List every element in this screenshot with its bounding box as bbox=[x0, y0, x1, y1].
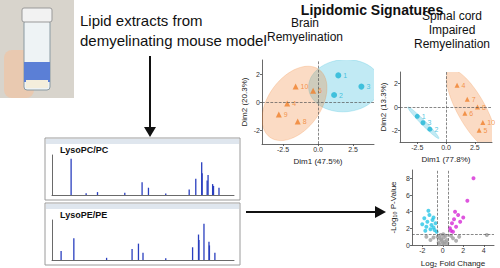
svg-text:4: 4 bbox=[482, 247, 486, 254]
svg-text:LysoPE/PE: LysoPE/PE bbox=[60, 210, 107, 220]
svg-text:Impaired: Impaired bbox=[429, 23, 476, 37]
svg-text:9: 9 bbox=[284, 111, 288, 118]
svg-text:Dim2 (20.3%): Dim2 (20.3%) bbox=[240, 77, 249, 126]
svg-text:-2: -2 bbox=[392, 127, 398, 134]
svg-text:Dim1 (47.5%): Dim1 (47.5%) bbox=[294, 157, 343, 166]
svg-text:Lipid extracts from: Lipid extracts from bbox=[80, 12, 203, 29]
svg-text:Remyelination: Remyelination bbox=[414, 37, 490, 51]
svg-text:2: 2 bbox=[406, 225, 410, 232]
svg-text:3: 3 bbox=[366, 83, 370, 90]
svg-text:8: 8 bbox=[482, 104, 486, 111]
svg-text:1: 1 bbox=[343, 72, 347, 79]
svg-text:0: 0 bbox=[441, 247, 445, 254]
svg-text:2: 2 bbox=[256, 71, 260, 78]
svg-text:0.0: 0.0 bbox=[441, 144, 451, 151]
svg-text:-2.5: -2.5 bbox=[277, 146, 289, 153]
svg-text:8: 8 bbox=[303, 118, 307, 125]
svg-text:2: 2 bbox=[434, 126, 438, 133]
svg-text:3: 3 bbox=[428, 119, 432, 126]
svg-text:LysoPC/PC: LysoPC/PC bbox=[60, 145, 109, 155]
svg-text:4: 4 bbox=[406, 208, 410, 215]
svg-text:-2: -2 bbox=[419, 247, 425, 254]
svg-text:6: 6 bbox=[318, 87, 322, 95]
svg-text:-Log₁₀ P-Value: -Log₁₀ P-Value bbox=[389, 181, 398, 234]
svg-text:2: 2 bbox=[394, 80, 398, 87]
svg-text:6: 6 bbox=[406, 192, 410, 199]
svg-text:8: 8 bbox=[406, 175, 410, 182]
svg-text:2: 2 bbox=[461, 247, 465, 254]
svg-text:1: 1 bbox=[422, 113, 426, 120]
svg-text:0: 0 bbox=[406, 242, 410, 249]
svg-text:Dim2 (13.3%): Dim2 (13.3%) bbox=[379, 82, 388, 131]
svg-text:2.5: 2.5 bbox=[470, 144, 480, 151]
svg-text:6: 6 bbox=[469, 110, 473, 117]
svg-text:0: 0 bbox=[394, 104, 398, 111]
svg-text:2: 2 bbox=[339, 92, 343, 99]
svg-text:0: 0 bbox=[256, 99, 260, 106]
svg-text:demyelinating mouse model: demyelinating mouse model bbox=[80, 32, 267, 49]
svg-text:0.0: 0.0 bbox=[313, 146, 323, 153]
svg-text:4: 4 bbox=[292, 100, 296, 107]
svg-text:7: 7 bbox=[472, 96, 476, 103]
svg-text:-2: -2 bbox=[254, 127, 260, 134]
svg-text:Spinal cord: Spinal cord bbox=[422, 9, 482, 23]
svg-text:-2.5: -2.5 bbox=[411, 144, 423, 151]
svg-text:Lipidomic Signatures: Lipidomic Signatures bbox=[300, 2, 444, 18]
svg-text:4: 4 bbox=[462, 82, 466, 89]
svg-text:5: 5 bbox=[484, 127, 488, 134]
svg-text:Brain: Brain bbox=[291, 16, 319, 30]
svg-text:10: 10 bbox=[301, 83, 309, 90]
svg-text:Dim1 (77.8%): Dim1 (77.8%) bbox=[422, 155, 471, 164]
svg-text:Remyelination: Remyelination bbox=[267, 30, 343, 44]
svg-text:Log₂ Fold Change: Log₂ Fold Change bbox=[421, 259, 486, 268]
svg-text:10: 10 bbox=[487, 119, 495, 126]
svg-text:2.5: 2.5 bbox=[348, 146, 358, 153]
